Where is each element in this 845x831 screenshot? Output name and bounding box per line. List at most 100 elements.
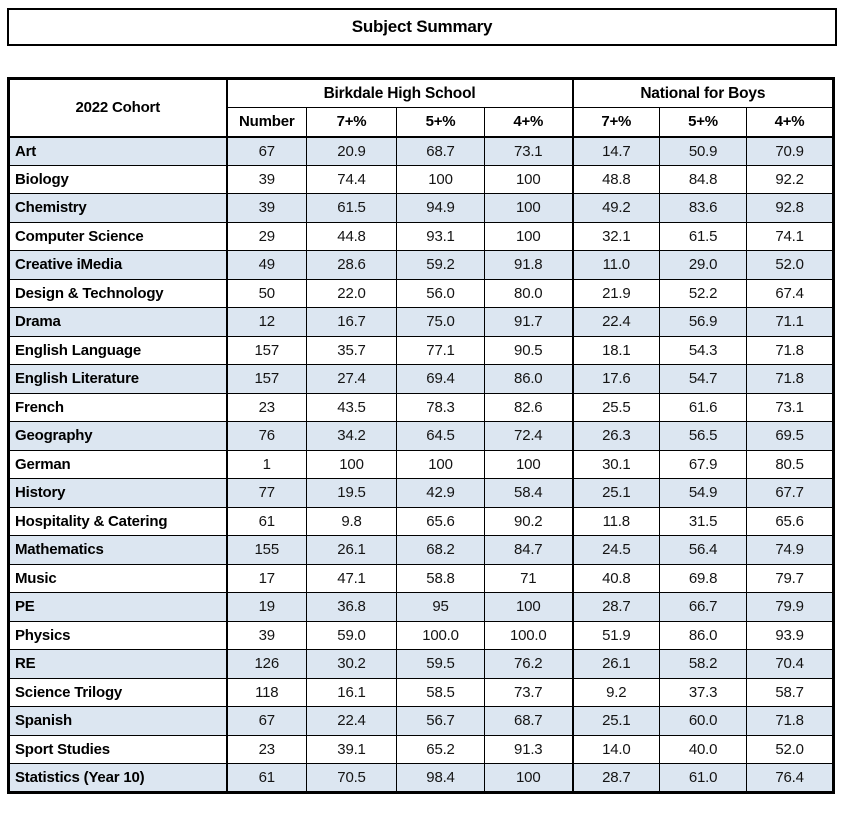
- birkdale-7plus-cell: 61.5: [306, 193, 397, 223]
- birkdale-7plus-cell: 47.1: [306, 563, 397, 593]
- table-row: German 1 100 100 100 30.1 67.9 80.5: [8, 449, 835, 479]
- table-row: Drama 12 16.7 75.0 91.7 22.4 56.9 71.1: [8, 307, 835, 337]
- birkdale-7plus-cell: 44.8: [306, 221, 397, 251]
- birkdale-5plus-cell: 59.2: [396, 250, 485, 280]
- national-5plus-cell: 84.8: [659, 164, 748, 194]
- birkdale-7plus-cell: 35.7: [306, 335, 397, 365]
- birkdale-5plus-cell: 98.4: [396, 763, 485, 793]
- birkdale-4plus-cell: 100: [483, 221, 574, 251]
- national-5plus-cell: 83.6: [659, 193, 748, 223]
- subject-cell: Science Trilogy: [8, 677, 227, 707]
- birkdale-4plus-cell: 73.1: [483, 136, 574, 166]
- national-4plus-cell: 69.5: [746, 421, 835, 451]
- number-cell: 39: [225, 164, 307, 194]
- birkdale-4plus-cell: 100: [483, 592, 574, 622]
- table-row: PE 19 36.8 95 100 28.7 66.7 79.9: [8, 592, 835, 622]
- birkdale-5plus-cell: 58.5: [396, 677, 485, 707]
- number-cell: 157: [225, 335, 307, 365]
- birkdale-5plus-cell: 75.0: [396, 307, 485, 337]
- national-7plus-cell: 51.9: [571, 620, 661, 650]
- table-header: 2022 Cohort Birkdale High School Nationa…: [8, 78, 835, 138]
- birkdale-4plus-cell: 73.7: [483, 677, 574, 707]
- national-4plus-cell: 73.1: [746, 392, 835, 422]
- national-7plus-cell: 48.8: [571, 164, 661, 194]
- page-title: Subject Summary: [351, 17, 493, 36]
- national-4plus-cell: 71.8: [746, 706, 835, 736]
- number-cell: 23: [225, 734, 307, 764]
- number-cell: 67: [225, 706, 307, 736]
- national-5plus-cell: 56.4: [659, 535, 748, 565]
- sub-header-row: Number 7+% 5+% 4+% 7+% 5+% 4+%: [9, 107, 835, 138]
- national-4plus-cell: 76.4: [746, 763, 835, 793]
- subject-cell: History: [8, 478, 227, 508]
- column-header-national-4plus: 4+%: [746, 107, 835, 138]
- national-5plus-cell: 50.9: [659, 136, 748, 166]
- national-7plus-cell: 11.0: [571, 250, 661, 280]
- national-7plus-cell: 25.5: [571, 392, 661, 422]
- table-row: Computer Science 29 44.8 93.1 100 32.1 6…: [8, 221, 835, 251]
- birkdale-7plus-cell: 19.5: [306, 478, 397, 508]
- national-4plus-cell: 74.9: [746, 535, 835, 565]
- number-cell: 12: [225, 307, 307, 337]
- national-5plus-cell: 31.5: [659, 506, 748, 536]
- number-cell: 67: [225, 136, 307, 166]
- birkdale-4plus-cell: 90.2: [483, 506, 574, 536]
- birkdale-7plus-cell: 22.4: [306, 706, 397, 736]
- birkdale-7plus-cell: 34.2: [306, 421, 397, 451]
- birkdale-7plus-cell: 9.8: [306, 506, 397, 536]
- national-5plus-cell: 60.0: [659, 706, 748, 736]
- national-4plus-cell: 71.1: [746, 307, 835, 337]
- national-7plus-cell: 26.3: [571, 421, 661, 451]
- birkdale-5plus-cell: 94.9: [396, 193, 485, 223]
- birkdale-4plus-cell: 100: [483, 449, 574, 479]
- subject-cell: French: [8, 392, 227, 422]
- birkdale-7plus-cell: 74.4: [306, 164, 397, 194]
- birkdale-5plus-cell: 100: [396, 449, 485, 479]
- birkdale-5plus-cell: 100.0: [396, 620, 485, 650]
- national-4plus-cell: 74.1: [746, 221, 835, 251]
- number-cell: 76: [225, 421, 307, 451]
- birkdale-7plus-cell: 43.5: [306, 392, 397, 422]
- national-4plus-cell: 58.7: [746, 677, 835, 707]
- birkdale-5plus-cell: 77.1: [396, 335, 485, 365]
- table-row: Creative iMedia 49 28.6 59.2 91.8 11.0 2…: [8, 250, 835, 280]
- subject-cell: Music: [8, 563, 227, 593]
- birkdale-5plus-cell: 65.6: [396, 506, 485, 536]
- birkdale-5plus-cell: 78.3: [396, 392, 485, 422]
- column-header-number: Number: [225, 107, 307, 138]
- column-header-birkdale-7plus: 7+%: [306, 107, 397, 138]
- birkdale-4plus-cell: 72.4: [483, 421, 574, 451]
- number-cell: 77: [225, 478, 307, 508]
- national-5plus-cell: 86.0: [659, 620, 748, 650]
- table-body: Art 67 20.9 68.7 73.1 14.7 50.9 70.9 Bio…: [8, 136, 835, 793]
- national-4plus-cell: 70.4: [746, 649, 835, 679]
- group-header-national: National for Boys: [571, 78, 835, 108]
- national-7plus-cell: 49.2: [571, 193, 661, 223]
- birkdale-5plus-cell: 69.4: [396, 364, 485, 394]
- national-7plus-cell: 32.1: [571, 221, 661, 251]
- national-5plus-cell: 37.3: [659, 677, 748, 707]
- number-cell: 126: [225, 649, 307, 679]
- number-cell: 61: [225, 506, 307, 536]
- birkdale-4plus-cell: 86.0: [483, 364, 574, 394]
- title-box: Subject Summary: [7, 8, 837, 46]
- national-4plus-cell: 67.4: [746, 278, 835, 308]
- national-7plus-cell: 18.1: [571, 335, 661, 365]
- national-5plus-cell: 29.0: [659, 250, 748, 280]
- national-5plus-cell: 56.5: [659, 421, 748, 451]
- table-row: English Language 157 35.7 77.1 90.5 18.1…: [8, 335, 835, 365]
- column-header-birkdale-5plus: 5+%: [396, 107, 485, 138]
- subject-cell: Sport Studies: [8, 734, 227, 764]
- national-7plus-cell: 28.7: [571, 592, 661, 622]
- national-4plus-cell: 71.8: [746, 364, 835, 394]
- birkdale-7plus-cell: 39.1: [306, 734, 397, 764]
- national-7plus-cell: 22.4: [571, 307, 661, 337]
- national-4plus-cell: 92.2: [746, 164, 835, 194]
- subject-cell: RE: [8, 649, 227, 679]
- birkdale-4plus-cell: 68.7: [483, 706, 574, 736]
- subject-cell: Design & Technology: [8, 278, 227, 308]
- birkdale-4plus-cell: 58.4: [483, 478, 574, 508]
- subject-cell: Geography: [8, 421, 227, 451]
- number-cell: 29: [225, 221, 307, 251]
- subject-cell: Chemistry: [8, 193, 227, 223]
